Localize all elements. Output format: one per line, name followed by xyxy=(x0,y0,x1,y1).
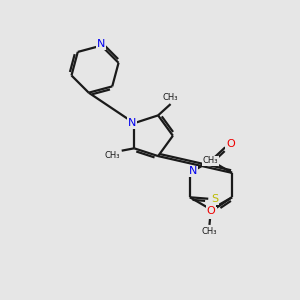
Text: N: N xyxy=(128,118,136,128)
Text: O: O xyxy=(207,206,216,216)
Text: CH₃: CH₃ xyxy=(203,157,218,166)
Text: O: O xyxy=(226,140,235,149)
Text: N: N xyxy=(97,39,106,49)
Text: S: S xyxy=(211,194,218,204)
Text: CH₃: CH₃ xyxy=(104,151,120,160)
Text: CH₃: CH₃ xyxy=(202,227,217,236)
Text: N: N xyxy=(189,167,198,176)
Text: N: N xyxy=(208,208,217,218)
Text: CH₃: CH₃ xyxy=(163,93,178,102)
